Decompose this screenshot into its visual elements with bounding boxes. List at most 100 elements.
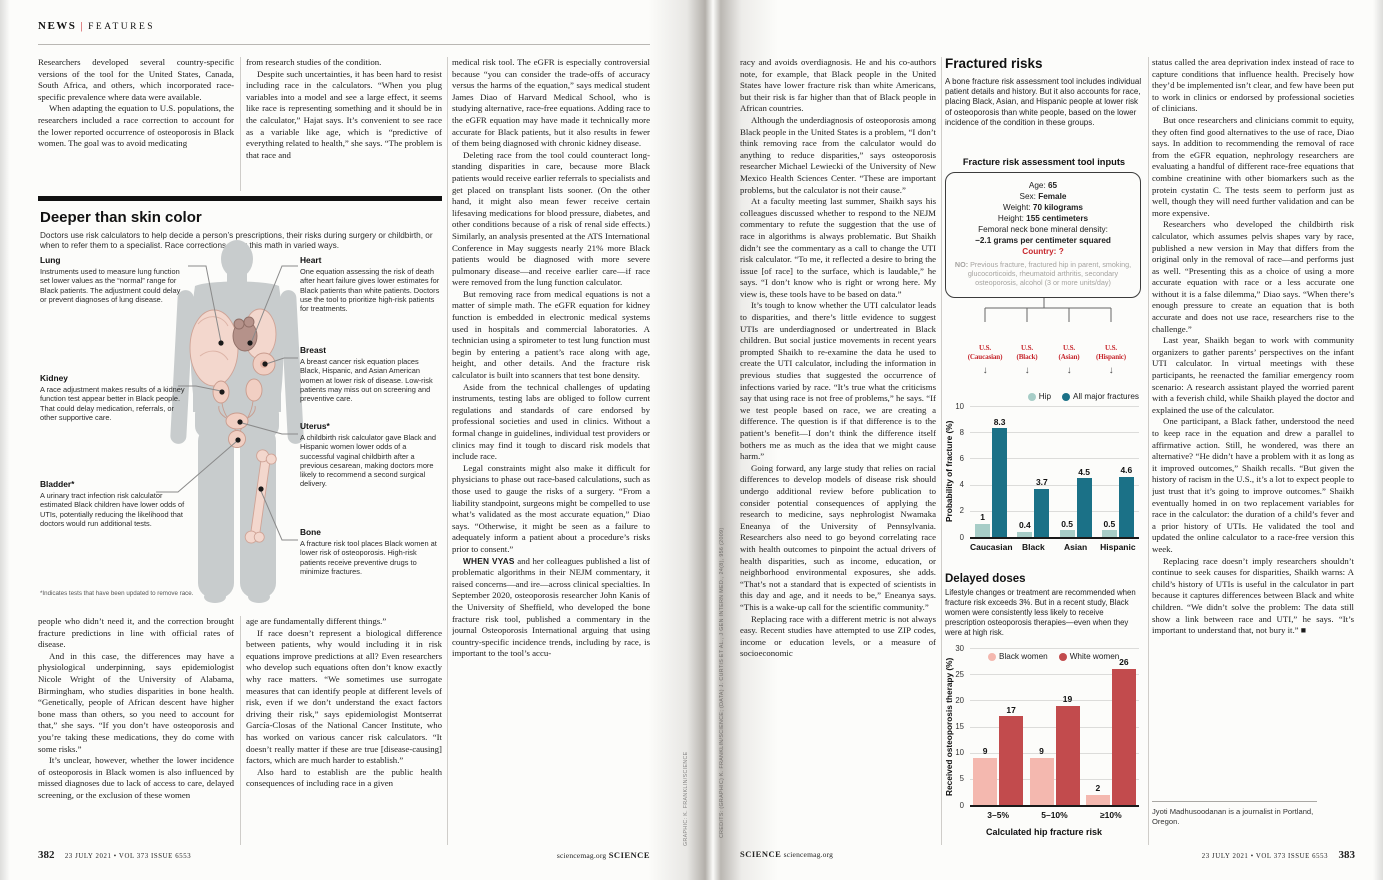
article-column-4: racy and avoids overdiagnosis. He and hi…: [740, 57, 936, 847]
paragraph: Despite such uncertainties, it has been …: [246, 68, 442, 160]
infographic-footnote: *Indicates tests that have been updated …: [40, 590, 194, 597]
uterus-organ: [225, 412, 249, 430]
paragraph: from research studies of the condition.: [246, 57, 382, 67]
paragraph: racy and avoids overdiagnosis. He and hi…: [740, 57, 936, 114]
paragraph: One participant, a Black father, underst…: [1152, 416, 1354, 554]
paragraph: WHEN VYAS and her colleagues published a…: [452, 555, 650, 659]
paragraph: Deleting race from the tool could counte…: [452, 149, 650, 288]
heart-label: Heart One equation assessing the risk of…: [300, 255, 440, 314]
tool-input-row: Sex: Female: [1019, 192, 1067, 201]
site-url: sciencemag.org: [783, 850, 834, 859]
bladder-label: Bladder* A urinary tract infection risk …: [40, 479, 185, 528]
paragraph: people who didn’t need it, and the corre…: [38, 616, 234, 650]
sidebar-title: Fractured risks: [945, 56, 1043, 71]
tool-inputs-list: Age: 65 Sex: Female Weight: 70 kilograms He…: [946, 180, 1140, 246]
page-number: 383: [1338, 849, 1356, 861]
header-rule: [38, 44, 650, 45]
country-branch: U.S. (Caucasian) ↓: [964, 344, 1006, 375]
science-brand: SCIENCE: [608, 850, 650, 860]
infographic-subtitle: Doctors use risk calculators to help dec…: [40, 231, 433, 250]
down-arrow-icon: ↓: [1024, 364, 1030, 376]
paragraph: And in this case, the differences may ha…: [38, 650, 234, 754]
paragraph: Although the underdiagnosis of osteoporo…: [740, 114, 936, 195]
osteoporosis-therapy-chart: Received osteoporosis therapy (%) 0 5 10 15…: [943, 640, 1145, 824]
kidney-right-organ: [245, 378, 263, 402]
paragraph: It’s unclear, however, whether the lower…: [38, 755, 234, 800]
paragraph: Replacing race with a different metric i…: [740, 613, 936, 659]
paragraph: Also hard to establish are the public he…: [246, 766, 442, 789]
article-column-1-bottom: people who didn’t need it, and the corre…: [38, 616, 234, 847]
bone-label: Bone A fracture risk tool places Black w…: [300, 527, 437, 576]
article-column-5: status called the area deprivation index…: [1152, 57, 1354, 797]
delayed-doses-text: Lifestyle changes or treatment are recom…: [945, 588, 1136, 637]
country-branch: U.S. (Hispanic) ↓: [1090, 344, 1132, 375]
column-rule: [1148, 57, 1149, 845]
delayed-doses-title: Delayed doses: [945, 573, 1026, 585]
issue-info: 23 JULY 2021 • VOL 373 ISSUE 6553: [1201, 853, 1329, 860]
article-column-2-bottom: age are fundamentally different things.”…: [246, 616, 442, 847]
tool-inputs-box: Age: 65 Sex: Female Weight: 70 kilograms He…: [945, 172, 1141, 298]
chart1-y-axis-label: Probability of fracture (%): [944, 420, 954, 523]
down-arrow-icon: ↓: [1066, 364, 1072, 376]
left-footer: 382 23 JULY 2021 • VOL 373 ISSUE 6553: [38, 849, 191, 861]
country-row: Country: ?: [1022, 247, 1064, 256]
femur-organ: [244, 449, 277, 544]
paragraph: When adapting the equation to U.S. popul…: [38, 103, 234, 149]
down-arrow-icon: ↓: [982, 364, 988, 376]
infographic-title: Deeper than skin color: [40, 209, 202, 226]
article-column-3: medical risk tool. The eGFR is especiall…: [452, 57, 650, 847]
paragraph: But removing race from medical equations…: [452, 288, 650, 381]
chart2-x-axis-label: Calculated hip fracture risk: [985, 827, 1103, 837]
paragraph: Legal constraints might also make it dif…: [452, 462, 650, 554]
infographic-top-bar: [38, 196, 442, 201]
site-url: sciencemag.org: [556, 851, 607, 860]
right-footer-brand: SCIENCE sciencemag.org: [740, 849, 833, 859]
tool-input-row: Age: 65: [1028, 181, 1058, 190]
country-branch: U.S. (Black) ↓: [1006, 344, 1048, 375]
section-kicker: NEWS | FEATURES: [38, 20, 155, 32]
column-rule: [240, 57, 241, 191]
tool-input-row: Femoral neck bone mineral density:: [978, 225, 1108, 234]
science-brand: SCIENCE: [740, 849, 782, 859]
paragraph: age are fundamentally different things.”: [246, 616, 387, 626]
graphic-credit-left: GRAPHIC: K. FRANKLIN/SCIENCE: [683, 751, 689, 846]
right-footer: 23 JULY 2021 • VOL 373 ISSUE 6553 383: [1100, 849, 1355, 861]
left-footer-brand: sciencemag.org SCIENCE: [450, 850, 650, 860]
tool-input-row: Weight: 70 kilograms: [1003, 203, 1083, 212]
country-branch: U.S. (Asian) ↓: [1048, 344, 1090, 375]
article-column-2-top: from research studies of the condition. D…: [246, 57, 442, 193]
sidebar-intro: A bone fracture risk assessment tool inc…: [945, 77, 1142, 127]
paragraph: medical risk tool. The eGFR is especiall…: [452, 57, 650, 149]
tool-input-row: −2.1 grams per centimeter squared: [975, 236, 1111, 245]
paragraph: It’s tough to know whether the UTI calcu…: [740, 300, 936, 462]
paragraph: Researchers developed several country-sp…: [38, 57, 234, 102]
paragraph: If race doesn’t represent a biological d…: [246, 627, 442, 766]
country-branches: U.S. (Caucasian) ↓ U.S. (Black) ↓ U.S. (Asi…: [964, 344, 1132, 375]
article-column-1-top: Researchers developed several country-sp…: [38, 57, 234, 193]
paragraph: At a faculty meeting last summer, Shaikh…: [740, 196, 936, 299]
kicker-separator: |: [80, 20, 85, 32]
column-rule: [240, 616, 241, 845]
breast-label: Breast A breast cancer risk equation pla…: [300, 345, 433, 404]
paragraph: Last year, Shaikh began to work with com…: [1152, 335, 1354, 415]
kidney-label: Kidney A race adjustment makes results o…: [40, 373, 185, 422]
down-arrow-icon: ↓: [1108, 364, 1114, 376]
lung-organ: [189, 309, 239, 387]
issue-info: 23 JULY 2021 • VOL 373 ISSUE 6553: [64, 853, 192, 860]
branch-connector-lines: [984, 298, 1112, 322]
paragraph: Researchers who developed the childbirth…: [1152, 219, 1354, 334]
author-bio: Jyoti Madhusoodanan is a journalist in P…: [1152, 801, 1317, 826]
paragraph: Aside from the technical challenges of u…: [452, 381, 650, 462]
kicker-features: FEATURES: [88, 22, 156, 32]
infographic-box: Deeper than skin color Doctors use risk …: [38, 196, 442, 610]
kicker-news: NEWS: [38, 20, 77, 32]
fracture-probability-chart: Probability of fracture (%) 0 2 4 6 8 10 1 8.3 C…: [944, 392, 1139, 552]
callout-dots: [218, 340, 268, 492]
right-page-edge: [1373, 0, 1383, 880]
paragraph: Going forward, any large study that reli…: [740, 462, 936, 612]
lung-label: Lung Instruments used to measure lung fu…: [40, 255, 181, 304]
paragraph: Replacing race doesn’t imply researchers…: [1152, 555, 1354, 636]
left-page-edge: [0, 0, 10, 880]
paragraph: status called the area deprivation index…: [1152, 57, 1354, 114]
tool-inputs-note: NO: Previous fracture, fractured hip in …: [954, 260, 1132, 288]
